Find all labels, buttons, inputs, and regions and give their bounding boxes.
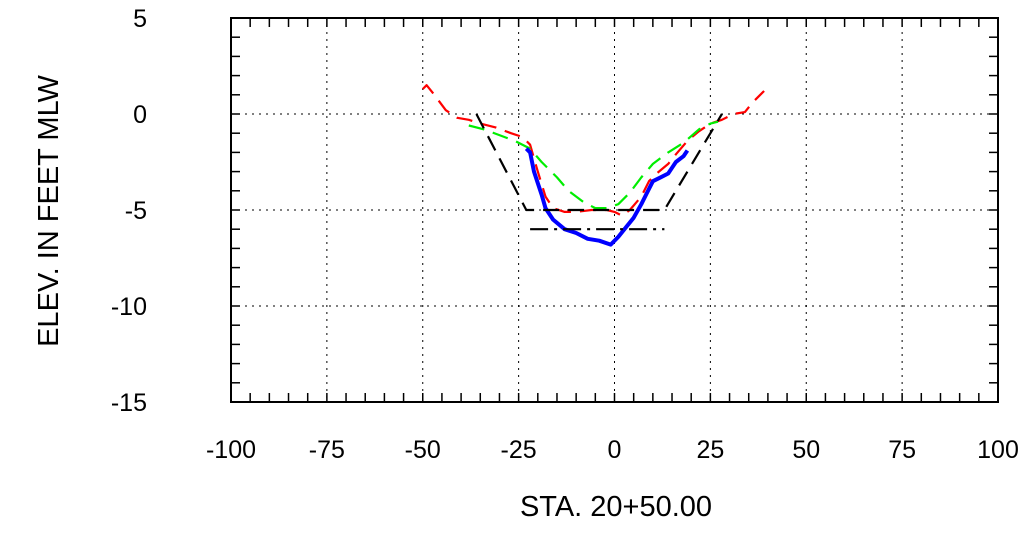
series-line <box>524 147 690 247</box>
y-tick-label: -5 <box>125 197 147 225</box>
x-tick-label: -25 <box>501 436 537 464</box>
data-series-group <box>422 84 765 247</box>
y-tick-labels: 5 0 -5 -10 -15 <box>111 5 147 417</box>
y-tick-label: 0 <box>133 101 147 129</box>
plot-frame <box>230 17 999 403</box>
x-tick-label: 75 <box>888 436 916 464</box>
series-line <box>475 113 723 212</box>
series-3 <box>475 113 723 212</box>
x-tick-label: 0 <box>608 436 622 464</box>
x-tick-label: -75 <box>309 436 345 464</box>
x-tick-label: -100 <box>206 436 256 464</box>
y-tick-label: -15 <box>111 389 147 417</box>
gridlines <box>231 18 998 402</box>
y-tick-label: 5 <box>133 5 147 33</box>
series-2 <box>524 147 690 247</box>
minor-ticks <box>230 17 999 403</box>
x-tick-label: 25 <box>696 436 724 464</box>
x-tick-label: 50 <box>792 436 820 464</box>
x-tick-label: -50 <box>405 436 441 464</box>
y-tick-label: -10 <box>111 293 147 321</box>
series-0 <box>422 84 765 217</box>
x-axis-title: STA. 20+50.00 <box>520 491 712 523</box>
series-line <box>422 84 765 217</box>
x-tick-label: 100 <box>977 436 1019 464</box>
x-tick-labels: -100 -75 -50 -25 0 25 50 75 100 <box>206 436 1019 464</box>
series-1 <box>468 120 719 210</box>
series-line <box>468 120 719 210</box>
y-axis-title: ELEV. IN FEET MLW <box>33 74 65 346</box>
